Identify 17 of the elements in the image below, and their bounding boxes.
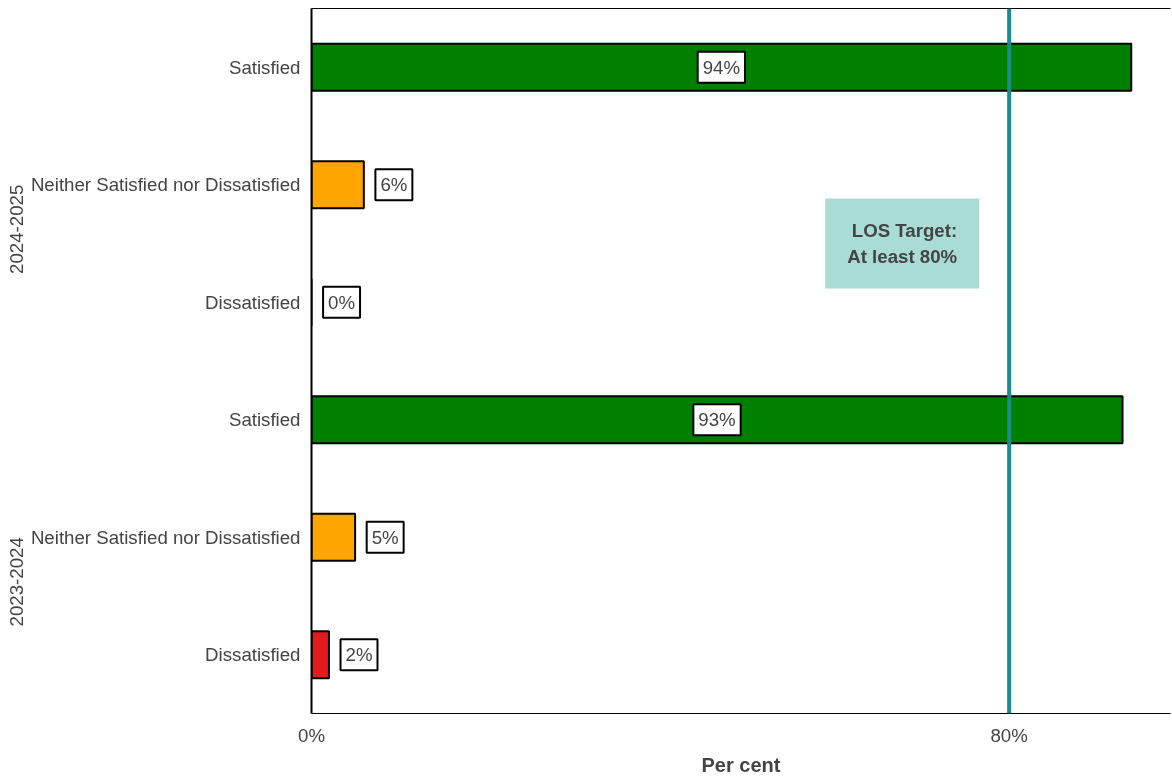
data-label: 94% <box>702 56 741 78</box>
data-label: 5% <box>371 526 399 548</box>
x-tick-label: 80% <box>990 724 1028 746</box>
data-label: 2% <box>345 644 373 666</box>
data-label: 6% <box>380 174 408 196</box>
y-tick-label: Satisfied <box>228 56 301 78</box>
text: 2023-2024 <box>6 537 27 627</box>
y-tick-label: Neither Satisfied nor Dissatisfied <box>30 526 301 548</box>
data-label: 0% <box>328 291 356 313</box>
y-tick-label: Satisfied <box>228 409 301 431</box>
text: 2024-2025 <box>6 184 27 274</box>
y-tick-label: Dissatisfied <box>205 291 301 313</box>
y-tick-label: Neither Satisfied nor Dissatisfied <box>30 174 301 196</box>
y-tick-label: Dissatisfied <box>205 644 301 666</box>
ref-line-label: LOS Target: At least 80% <box>847 220 958 267</box>
data-label: 93% <box>698 409 736 431</box>
x-axis-title: Per cent <box>701 753 781 776</box>
